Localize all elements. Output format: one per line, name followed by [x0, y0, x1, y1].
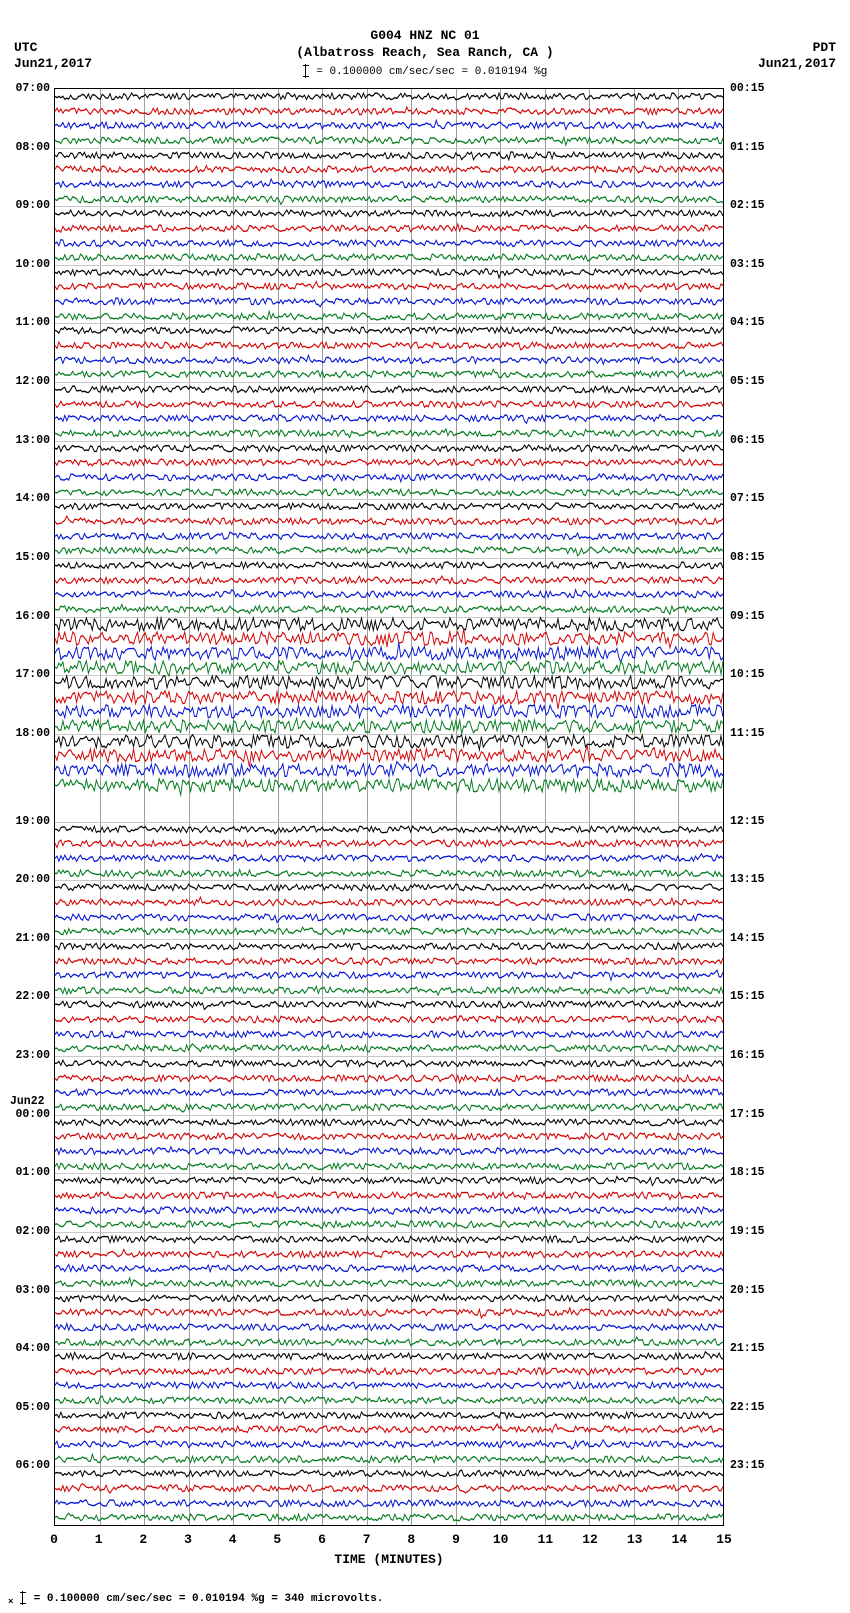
pdt-time-label: 21:15	[730, 1342, 765, 1355]
footer-prefix: ×	[8, 1597, 13, 1607]
x-tick-label: 9	[452, 1532, 460, 1547]
seismogram-plot	[54, 88, 724, 1526]
pdt-time-label: 00:15	[730, 82, 765, 95]
utc-time-label: 07:00	[15, 82, 50, 95]
utc-time-label: 02:00	[15, 1225, 50, 1238]
pdt-time-label: 10:15	[730, 668, 765, 681]
pdt-time-label: 23:15	[730, 1459, 765, 1472]
x-tick-label: 10	[493, 1532, 509, 1547]
x-tick-label: 14	[672, 1532, 688, 1547]
x-tick-label: 7	[363, 1532, 371, 1547]
station-id: G004 HNZ NC 01	[0, 28, 850, 45]
utc-time-label: 05:00	[15, 1401, 50, 1414]
x-axis-label: TIME (MINUTES)	[54, 1552, 724, 1567]
pdt-time-label: 11:15	[730, 727, 765, 740]
footer-scale-bar-icon	[22, 1591, 23, 1605]
utc-time-label: 19:00	[15, 815, 50, 828]
pdt-time-label: 12:15	[730, 815, 765, 828]
pdt-time-label: 19:15	[730, 1225, 765, 1238]
utc-time-label: 06:00	[15, 1459, 50, 1472]
header-scale: = 0.100000 cm/sec/sec = 0.010194 %g	[0, 64, 850, 79]
x-tick-label: 1	[95, 1532, 103, 1547]
x-tick-label: 12	[582, 1532, 598, 1547]
pdt-time-label: 01:15	[730, 141, 765, 154]
pdt-time-label: 18:15	[730, 1166, 765, 1179]
utc-time-label: 20:00	[15, 873, 50, 886]
utc-time-label: 13:00	[15, 434, 50, 447]
pdt-time-label: 02:15	[730, 199, 765, 212]
footer-scale-text: = 0.100000 cm/sec/sec = 0.010194 %g = 34…	[34, 1593, 384, 1605]
pdt-time-label: 05:15	[730, 375, 765, 388]
utc-time-label: 09:00	[15, 199, 50, 212]
pdt-time-label: 03:15	[730, 258, 765, 271]
scale-bar-icon	[305, 64, 306, 78]
utc-time-label: 18:00	[15, 727, 50, 740]
pdt-time-label: 09:15	[730, 610, 765, 623]
pdt-time-label: 14:15	[730, 932, 765, 945]
utc-time-label: 15:00	[15, 551, 50, 564]
utc-time-label: 23:00	[15, 1049, 50, 1062]
x-tick-label: 6	[318, 1532, 326, 1547]
x-tick-label: 5	[273, 1532, 281, 1547]
station-location: (Albatross Reach, Sea Ranch, CA )	[0, 45, 850, 62]
pdt-time-label: 08:15	[730, 551, 765, 564]
utc-time-label: 21:00	[15, 932, 50, 945]
day-break-label: Jun22	[10, 1095, 45, 1108]
x-tick-label: 15	[716, 1532, 732, 1547]
pdt-time-label: 17:15	[730, 1108, 765, 1121]
pdt-time-label: 22:15	[730, 1401, 765, 1414]
utc-time-label: 10:00	[15, 258, 50, 271]
x-tick-label: 13	[627, 1532, 643, 1547]
utc-time-label: 04:00	[15, 1342, 50, 1355]
x-tick-label: 8	[407, 1532, 415, 1547]
x-tick-label: 2	[139, 1532, 147, 1547]
utc-time-label: 22:00	[15, 990, 50, 1003]
utc-time-label: 17:00	[15, 668, 50, 681]
utc-time-label: 12:00	[15, 375, 50, 388]
utc-time-label: 16:00	[15, 610, 50, 623]
pdt-time-label: 06:15	[730, 434, 765, 447]
pdt-time-label: 13:15	[730, 873, 765, 886]
x-tick-label: 11	[538, 1532, 554, 1547]
seismogram-container: UTC Jun21,2017 PDT Jun21,2017 G004 HNZ N…	[0, 0, 850, 1613]
x-tick-label: 0	[50, 1532, 58, 1547]
pdt-time-label: 16:15	[730, 1049, 765, 1062]
x-tick-label: 3	[184, 1532, 192, 1547]
seismic-trace	[55, 774, 723, 797]
seismic-trace	[55, 1506, 723, 1529]
utc-time-label: 00:00	[15, 1108, 50, 1121]
utc-time-label: 03:00	[15, 1284, 50, 1297]
header-scale-text: = 0.100000 cm/sec/sec = 0.010194 %g	[316, 66, 547, 78]
pdt-time-label: 04:15	[730, 316, 765, 329]
utc-time-label: 01:00	[15, 1166, 50, 1179]
chart-header: G004 HNZ NC 01 (Albatross Reach, Sea Ran…	[0, 28, 850, 79]
pdt-time-label: 20:15	[730, 1284, 765, 1297]
utc-time-label: 14:00	[15, 492, 50, 505]
pdt-time-label: 07:15	[730, 492, 765, 505]
utc-time-label: 08:00	[15, 141, 50, 154]
footer-scale: × = 0.100000 cm/sec/sec = 0.010194 %g = …	[8, 1591, 383, 1607]
pdt-time-label: 15:15	[730, 990, 765, 1003]
x-tick-label: 4	[229, 1532, 237, 1547]
utc-time-label: 11:00	[15, 316, 50, 329]
